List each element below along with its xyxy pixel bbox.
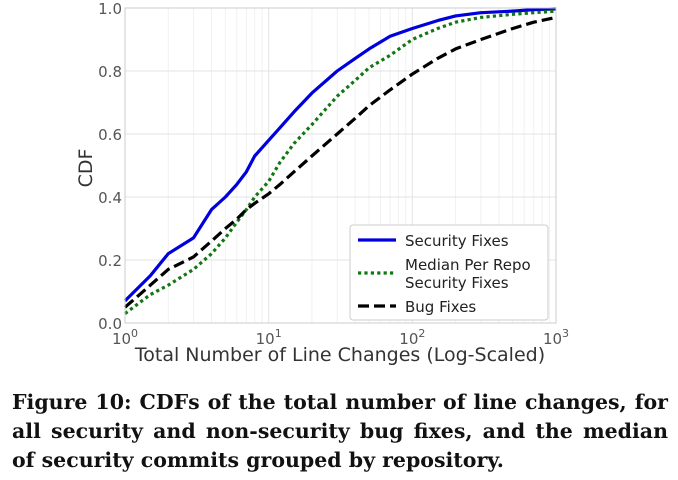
- y-axis-label: CDF: [75, 149, 97, 188]
- legend-label-median-per-repo-security-fixes: Median Per Repo Security Fixes: [405, 256, 531, 292]
- legend-label-bug-fixes: Bug Fixes: [405, 298, 476, 316]
- y-tick-label: 0.6: [98, 126, 122, 144]
- figure-caption: Figure 10: CDFs of the total number of l…: [12, 390, 668, 472]
- legend: Security Fixes Median Per Repo Security Fi…: [349, 224, 549, 321]
- x-tick-label: 103: [543, 327, 569, 348]
- x-axis-label: Total Number of Line Changes (Log-Scaled…: [134, 344, 545, 366]
- y-tick-label: 0.4: [98, 189, 122, 207]
- x-tick-label: 100: [112, 327, 138, 348]
- y-tick-label: 1.0: [98, 0, 122, 18]
- legend-box: [349, 224, 549, 321]
- series-lines: [123, 7, 557, 315]
- series-line-bug-fixes: [123, 15, 557, 309]
- legend-label-security-fixes: Security Fixes: [405, 232, 509, 250]
- series-line-median-per-repo-security-fixes: [124, 9, 557, 315]
- series-line-security-fixes: [123, 7, 557, 303]
- y-tick-label: 0.2: [98, 252, 122, 270]
- tick-labels: 0.0 0.2 0.4 0.6 0.8 1.0 100 101 102 103: [98, 0, 569, 348]
- cdf-chart: 0.0 0.2 0.4 0.6 0.8 1.0 100 101 102 103 Total Num…: [75, 0, 569, 366]
- y-tick-label: 0.0: [98, 315, 122, 333]
- y-tick-label: 0.8: [98, 63, 122, 81]
- x-tick-label: 102: [399, 327, 425, 348]
- plot-area-frame: [124, 7, 557, 324]
- x-tick-label: 101: [256, 327, 282, 348]
